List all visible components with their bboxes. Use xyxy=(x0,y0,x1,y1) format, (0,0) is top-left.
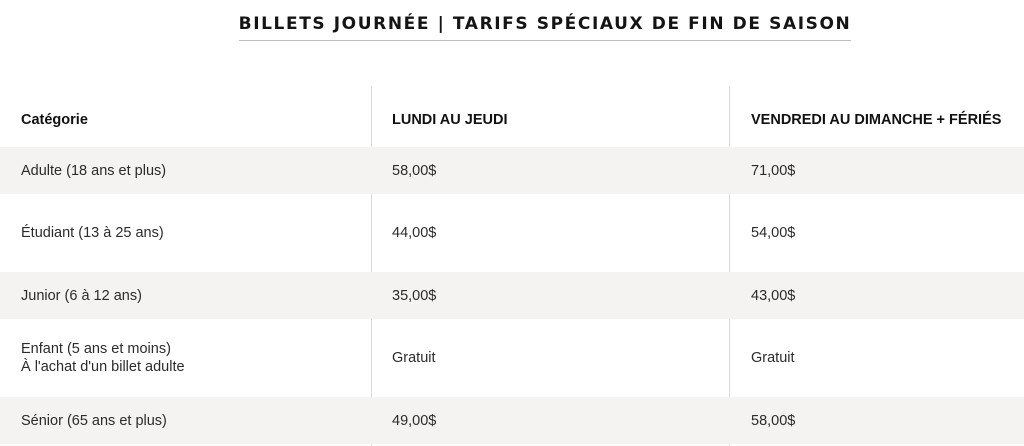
table-row: Adulte (18 ans et plus) 58,00$ 71,00$ xyxy=(0,147,1024,194)
weekday-price-cell: 35,00$ xyxy=(392,287,437,304)
weekday-price-cell: 44,00$ xyxy=(392,225,437,241)
column-divider xyxy=(371,86,372,446)
category-note: À l'achat d'un billet adulte xyxy=(21,359,185,375)
table-row: Étudiant (13 à 25 ans) 44,00$ 54,00$ xyxy=(0,194,1024,272)
weekend-price-cell: 43,00$ xyxy=(751,287,796,304)
table-header-row: Catégorie LUNDI AU JEUDI VENDREDI AU DIM… xyxy=(0,86,1024,147)
header-weekday: LUNDI AU JEUDI xyxy=(392,111,508,128)
weekday-price-cell: 49,00$ xyxy=(392,412,437,429)
table-row: Sénior (65 ans et plus) 49,00$ 58,00$ xyxy=(0,397,1024,444)
weekday-price-cell: 58,00$ xyxy=(392,162,437,179)
category-cell: Sénior (65 ans et plus) xyxy=(21,412,167,429)
category-cell: Adulte (18 ans et plus) xyxy=(21,162,167,179)
weekend-price-cell: 58,00$ xyxy=(751,412,796,429)
category-cell: Enfant (5 ans et moins) À l'achat d'un b… xyxy=(21,319,361,397)
page-title: BILLETS JOURNÉE | TARIFS SPÉCIAUX DE FIN… xyxy=(0,14,1024,41)
category-cell: Junior (6 à 12 ans) xyxy=(21,287,142,304)
category-label: Enfant (5 ans et moins) xyxy=(21,341,171,357)
header-weekend: VENDREDI AU DIMANCHE + FÉRIÉS xyxy=(751,111,1002,128)
header-category: Catégorie xyxy=(21,111,88,128)
weekend-price-cell: Gratuit xyxy=(751,350,795,366)
table-row: Enfant (5 ans et moins) À l'achat d'un b… xyxy=(0,319,1024,397)
weekend-price-cell: 54,00$ xyxy=(751,225,796,241)
page-title-text: BILLETS JOURNÉE | TARIFS SPÉCIAUX DE FIN… xyxy=(238,14,852,41)
weekday-price-cell: Gratuit xyxy=(392,350,436,366)
column-divider xyxy=(729,86,730,446)
category-cell: Étudiant (13 à 25 ans) xyxy=(21,225,164,241)
price-table: Catégorie LUNDI AU JEUDI VENDREDI AU DIM… xyxy=(0,86,1024,444)
weekend-price-cell: 71,00$ xyxy=(751,162,796,179)
table-row: Junior (6 à 12 ans) 35,00$ 43,00$ xyxy=(0,272,1024,319)
